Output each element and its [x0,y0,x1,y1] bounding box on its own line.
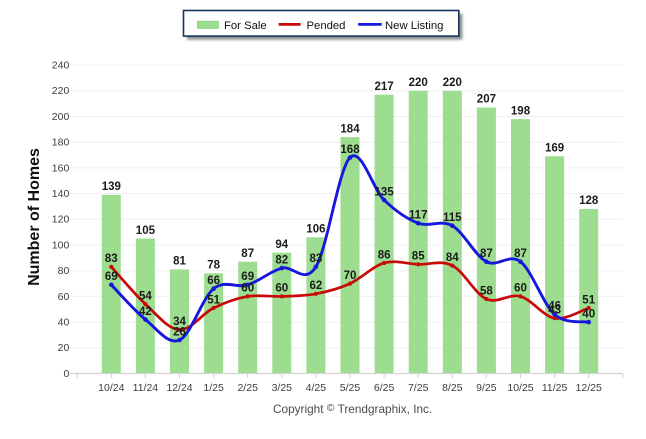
svg-text:160: 160 [52,162,70,174]
svg-text:4/25: 4/25 [306,382,327,394]
svg-text:Pended: Pended [307,20,346,32]
svg-text:69: 69 [241,271,254,283]
svg-text:20: 20 [58,342,70,354]
svg-text:78: 78 [207,260,220,272]
svg-text:51: 51 [207,294,220,306]
svg-text:184: 184 [340,123,360,135]
svg-text:128: 128 [579,195,599,207]
svg-text:83: 83 [105,253,118,265]
svg-text:34: 34 [173,316,186,328]
svg-text:60: 60 [241,283,254,295]
svg-text:2/25: 2/25 [237,382,258,394]
svg-text:6/25: 6/25 [374,382,395,394]
svg-text:94: 94 [275,239,288,251]
svg-text:87: 87 [514,248,527,260]
svg-text:40: 40 [582,308,595,320]
svg-text:51: 51 [582,294,595,306]
svg-text:58: 58 [480,285,493,297]
svg-text:80: 80 [58,265,70,277]
svg-text:200: 200 [52,111,70,123]
svg-text:60: 60 [514,283,527,295]
svg-text:New Listing: New Listing [385,20,443,32]
svg-text:169: 169 [545,143,564,155]
svg-text:3/25: 3/25 [272,382,293,394]
svg-text:26: 26 [173,326,186,338]
svg-text:240: 240 [52,60,70,72]
svg-text:70: 70 [344,270,357,282]
svg-text:42: 42 [139,306,152,318]
svg-text:0: 0 [63,368,69,380]
svg-text:66: 66 [207,275,220,287]
svg-text:135: 135 [375,186,395,198]
svg-text:12/24: 12/24 [166,382,192,394]
svg-text:198: 198 [511,105,531,117]
svg-text:12/25: 12/25 [576,382,602,394]
svg-text:46: 46 [548,301,561,313]
svg-text:Copyright © Trendgraphix, Inc.: Copyright © Trendgraphix, Inc. [273,402,432,416]
svg-text:60: 60 [275,283,288,295]
svg-text:87: 87 [241,248,254,260]
svg-text:5/25: 5/25 [340,382,361,394]
svg-text:140: 140 [52,188,70,200]
svg-text:43: 43 [548,305,561,317]
svg-text:117: 117 [409,210,428,222]
svg-text:105: 105 [136,225,156,237]
svg-text:54: 54 [139,290,152,302]
svg-text:62: 62 [310,280,323,292]
svg-text:8/25: 8/25 [442,382,463,394]
svg-text:7/25: 7/25 [408,382,429,394]
svg-text:11/25: 11/25 [542,382,568,394]
svg-text:81: 81 [173,256,186,268]
svg-text:82: 82 [275,254,288,266]
svg-text:For Sale: For Sale [224,20,267,32]
svg-text:10/24: 10/24 [98,382,124,394]
svg-text:180: 180 [52,137,70,149]
svg-text:139: 139 [102,181,121,193]
svg-text:220: 220 [443,77,462,89]
svg-text:115: 115 [443,212,462,224]
svg-text:86: 86 [378,249,391,261]
svg-text:207: 207 [477,94,496,106]
svg-text:69: 69 [105,271,118,283]
svg-text:168: 168 [340,144,360,156]
svg-text:120: 120 [52,214,70,226]
svg-text:220: 220 [52,85,70,97]
svg-text:84: 84 [446,252,459,264]
svg-text:1/25: 1/25 [203,382,224,394]
svg-text:Number of Homes: Number of Homes [26,148,43,286]
svg-text:11/24: 11/24 [133,382,159,394]
svg-text:87: 87 [480,248,493,260]
svg-text:217: 217 [375,81,394,93]
svg-text:85: 85 [412,251,425,263]
svg-text:83: 83 [310,253,323,265]
svg-text:60: 60 [58,291,70,303]
svg-text:40: 40 [58,317,70,329]
svg-text:9/25: 9/25 [476,382,497,394]
svg-text:10/25: 10/25 [507,382,533,394]
svg-text:106: 106 [306,224,325,236]
svg-text:100: 100 [52,239,70,251]
svg-text:220: 220 [409,77,428,89]
